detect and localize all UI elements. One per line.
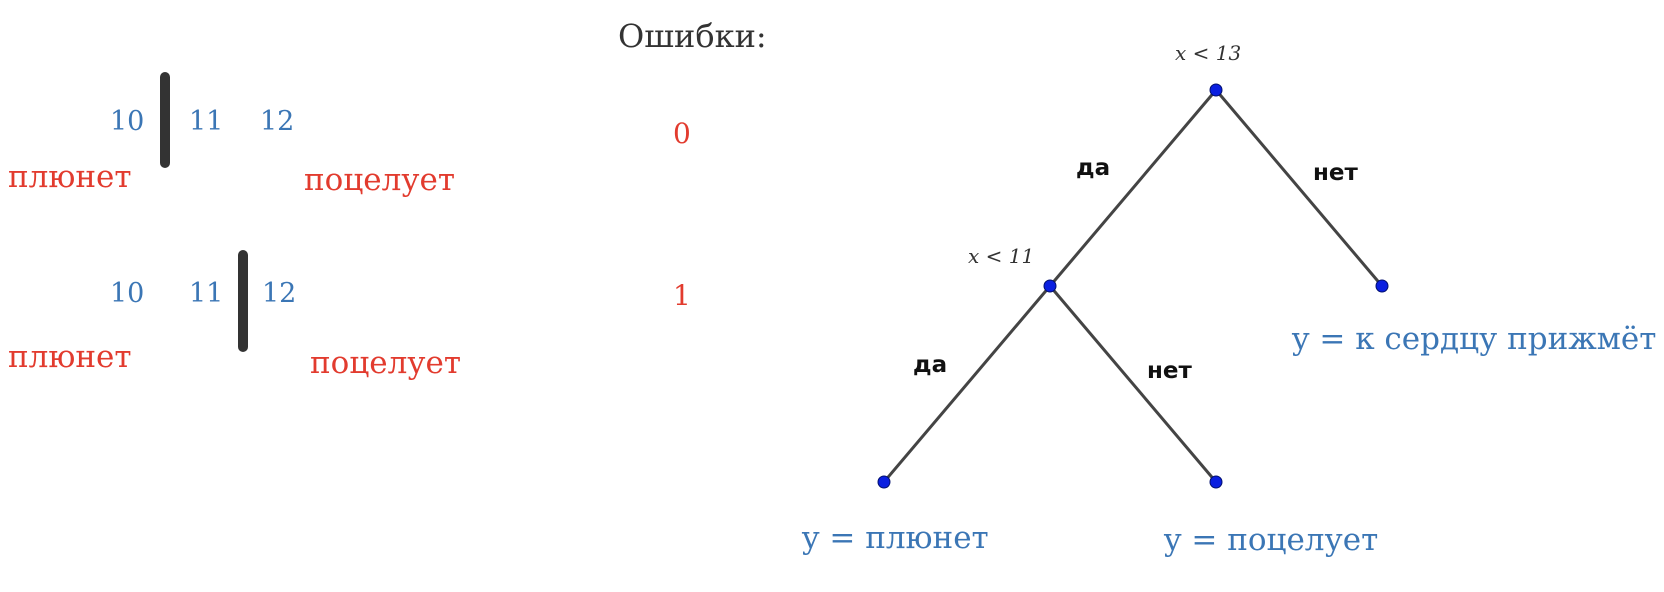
tree-nodes bbox=[877, 83, 1389, 489]
split-1-divider bbox=[160, 72, 170, 168]
edge-inner-to-middle-leaf bbox=[1048, 285, 1218, 483]
split-2-number-12: 12 bbox=[262, 278, 297, 309]
edge-label-inner-yes: да bbox=[913, 352, 947, 378]
split-1-number-11: 11 bbox=[189, 106, 224, 137]
edge-root-to-inner bbox=[1048, 89, 1218, 287]
left-leaf-node bbox=[877, 475, 891, 489]
split-2-right-label: поцелует bbox=[310, 345, 462, 381]
tree-edges bbox=[882, 89, 1384, 483]
split-2-left-label: плюнет bbox=[8, 339, 132, 375]
root-node bbox=[1209, 83, 1223, 97]
right-leaf-node bbox=[1375, 279, 1389, 293]
error-value-split-2: 1 bbox=[673, 279, 691, 312]
inner-condition: x < 11 bbox=[968, 244, 1034, 268]
split-1-number-10: 10 bbox=[110, 106, 145, 137]
leaf-label-left: y = плюнет bbox=[801, 520, 989, 556]
edge-label-root-no: нет bbox=[1313, 160, 1358, 186]
edge-root-to-right-leaf bbox=[1214, 89, 1384, 287]
split-2-number-11: 11 bbox=[189, 278, 224, 309]
edge-inner-to-left-leaf bbox=[882, 285, 1052, 483]
split-2-number-10: 10 bbox=[110, 278, 145, 309]
root-condition: x < 13 bbox=[1175, 41, 1241, 65]
split-1-right-label: поцелует bbox=[304, 162, 456, 198]
split-1-number-12: 12 bbox=[260, 106, 295, 137]
split-2-divider bbox=[238, 250, 248, 352]
leaf-label-middle: y = поцелует bbox=[1163, 522, 1378, 558]
inner-node bbox=[1043, 279, 1057, 293]
split-1-left-label: плюнет bbox=[8, 159, 132, 195]
edge-label-inner-no: нет bbox=[1147, 358, 1192, 384]
errors-title: Ошибки: bbox=[618, 17, 767, 55]
edge-label-root-yes: да bbox=[1076, 155, 1110, 181]
middle-leaf-node bbox=[1209, 475, 1223, 489]
leaf-label-right: y = к сердцу прижмёт bbox=[1291, 321, 1656, 357]
error-value-split-1: 0 bbox=[673, 117, 691, 150]
